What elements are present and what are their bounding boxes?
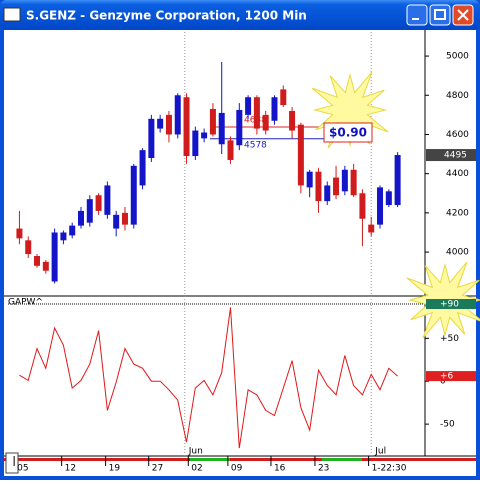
candle-body <box>42 261 49 271</box>
candle-body <box>104 185 111 215</box>
candle-body <box>77 210 84 226</box>
candle-body <box>218 112 225 145</box>
session-strip <box>4 458 476 461</box>
candle-body <box>280 89 287 106</box>
marker-label: +6 <box>440 372 454 382</box>
candle-body <box>86 199 93 223</box>
candle-body <box>201 132 208 139</box>
x-tick-label: 27 <box>152 464 163 474</box>
y-tick-label: 4400 <box>446 169 469 179</box>
candle-body <box>60 232 67 241</box>
candle-body <box>95 195 102 211</box>
maximize-button[interactable] <box>429 4 451 26</box>
x-tick-label: 19 <box>109 464 121 474</box>
candle-body <box>262 114 269 131</box>
candle-body <box>377 187 384 225</box>
marker-label: +90 <box>440 300 459 310</box>
candle-body <box>69 225 76 236</box>
x-tick-label: 12 <box>65 464 76 474</box>
candle-body <box>209 108 216 135</box>
y-tick-label: -50 <box>440 420 455 430</box>
session-strip <box>322 458 362 461</box>
x-tick-label: 1-22:30 <box>372 464 407 474</box>
candle-body <box>394 155 401 206</box>
scroll-handle[interactable] <box>5 452 19 474</box>
y-tick-label: +50 <box>440 334 459 344</box>
candle-body <box>130 165 137 225</box>
candle-body <box>165 114 172 135</box>
candle-body <box>121 212 128 225</box>
x-tick-label: 16 <box>274 464 286 474</box>
month-label: Jul <box>374 447 386 457</box>
candle-body <box>192 130 199 157</box>
callout-label: $0.90 <box>329 126 367 140</box>
month-label: Jun <box>188 447 203 457</box>
close-button[interactable] <box>452 4 474 26</box>
candle-body <box>297 124 304 186</box>
candle-body <box>236 109 243 146</box>
candle-body <box>385 191 392 206</box>
candle-body <box>148 118 155 158</box>
window-title: S.GENZ - Genzyme Corporation, 1200 Min <box>26 9 307 23</box>
indicator-line <box>19 307 398 449</box>
marker-box <box>426 371 476 382</box>
chart-area <box>4 30 476 476</box>
candle-body <box>174 95 181 135</box>
marker-box <box>426 299 476 310</box>
candle-body <box>315 171 322 202</box>
app-icon <box>3 7 21 22</box>
candle-body <box>341 169 348 192</box>
candle-body <box>253 97 260 129</box>
candle-body <box>350 169 357 196</box>
y-tick-label: 0 <box>440 377 446 387</box>
candle-body <box>157 118 164 129</box>
candle-body <box>359 193 366 219</box>
x-tick-label: 23 <box>318 464 329 474</box>
candle-body <box>306 171 313 188</box>
x-tick-label: 02 <box>191 464 202 474</box>
y-tick-label: 4000 <box>446 248 469 258</box>
candle-body <box>183 97 190 157</box>
session-strip <box>190 458 230 461</box>
candle-body <box>368 224 375 233</box>
y-tick-label: 4800 <box>446 91 469 101</box>
y-tick-label: 5000 <box>446 52 469 62</box>
x-tick-label: 09 <box>231 464 243 474</box>
x-tick-label: 05 <box>17 464 28 474</box>
candle-body <box>324 185 331 202</box>
indicator-name: GAPW^ <box>8 298 43 308</box>
minimize-button[interactable] <box>406 4 428 26</box>
y-tick-label: 4200 <box>446 208 469 218</box>
last-value-box <box>426 149 476 162</box>
candle-body <box>271 97 278 121</box>
candle-body <box>245 97 252 115</box>
candle-body <box>139 150 146 186</box>
candle-body <box>227 140 234 160</box>
last-value-label: 4495 <box>444 151 467 161</box>
candle-body <box>113 214 120 229</box>
title-bar <box>0 0 480 30</box>
candle-body <box>25 240 32 255</box>
level-label: 4578 <box>244 140 267 150</box>
y-tick-label: 4600 <box>446 130 469 140</box>
candle-body <box>289 110 296 131</box>
candle-body <box>333 177 340 196</box>
candle-body <box>34 255 41 266</box>
candle-body <box>51 232 58 282</box>
candle-body <box>16 228 23 239</box>
callout-box <box>323 122 373 143</box>
starburst <box>311 71 389 149</box>
